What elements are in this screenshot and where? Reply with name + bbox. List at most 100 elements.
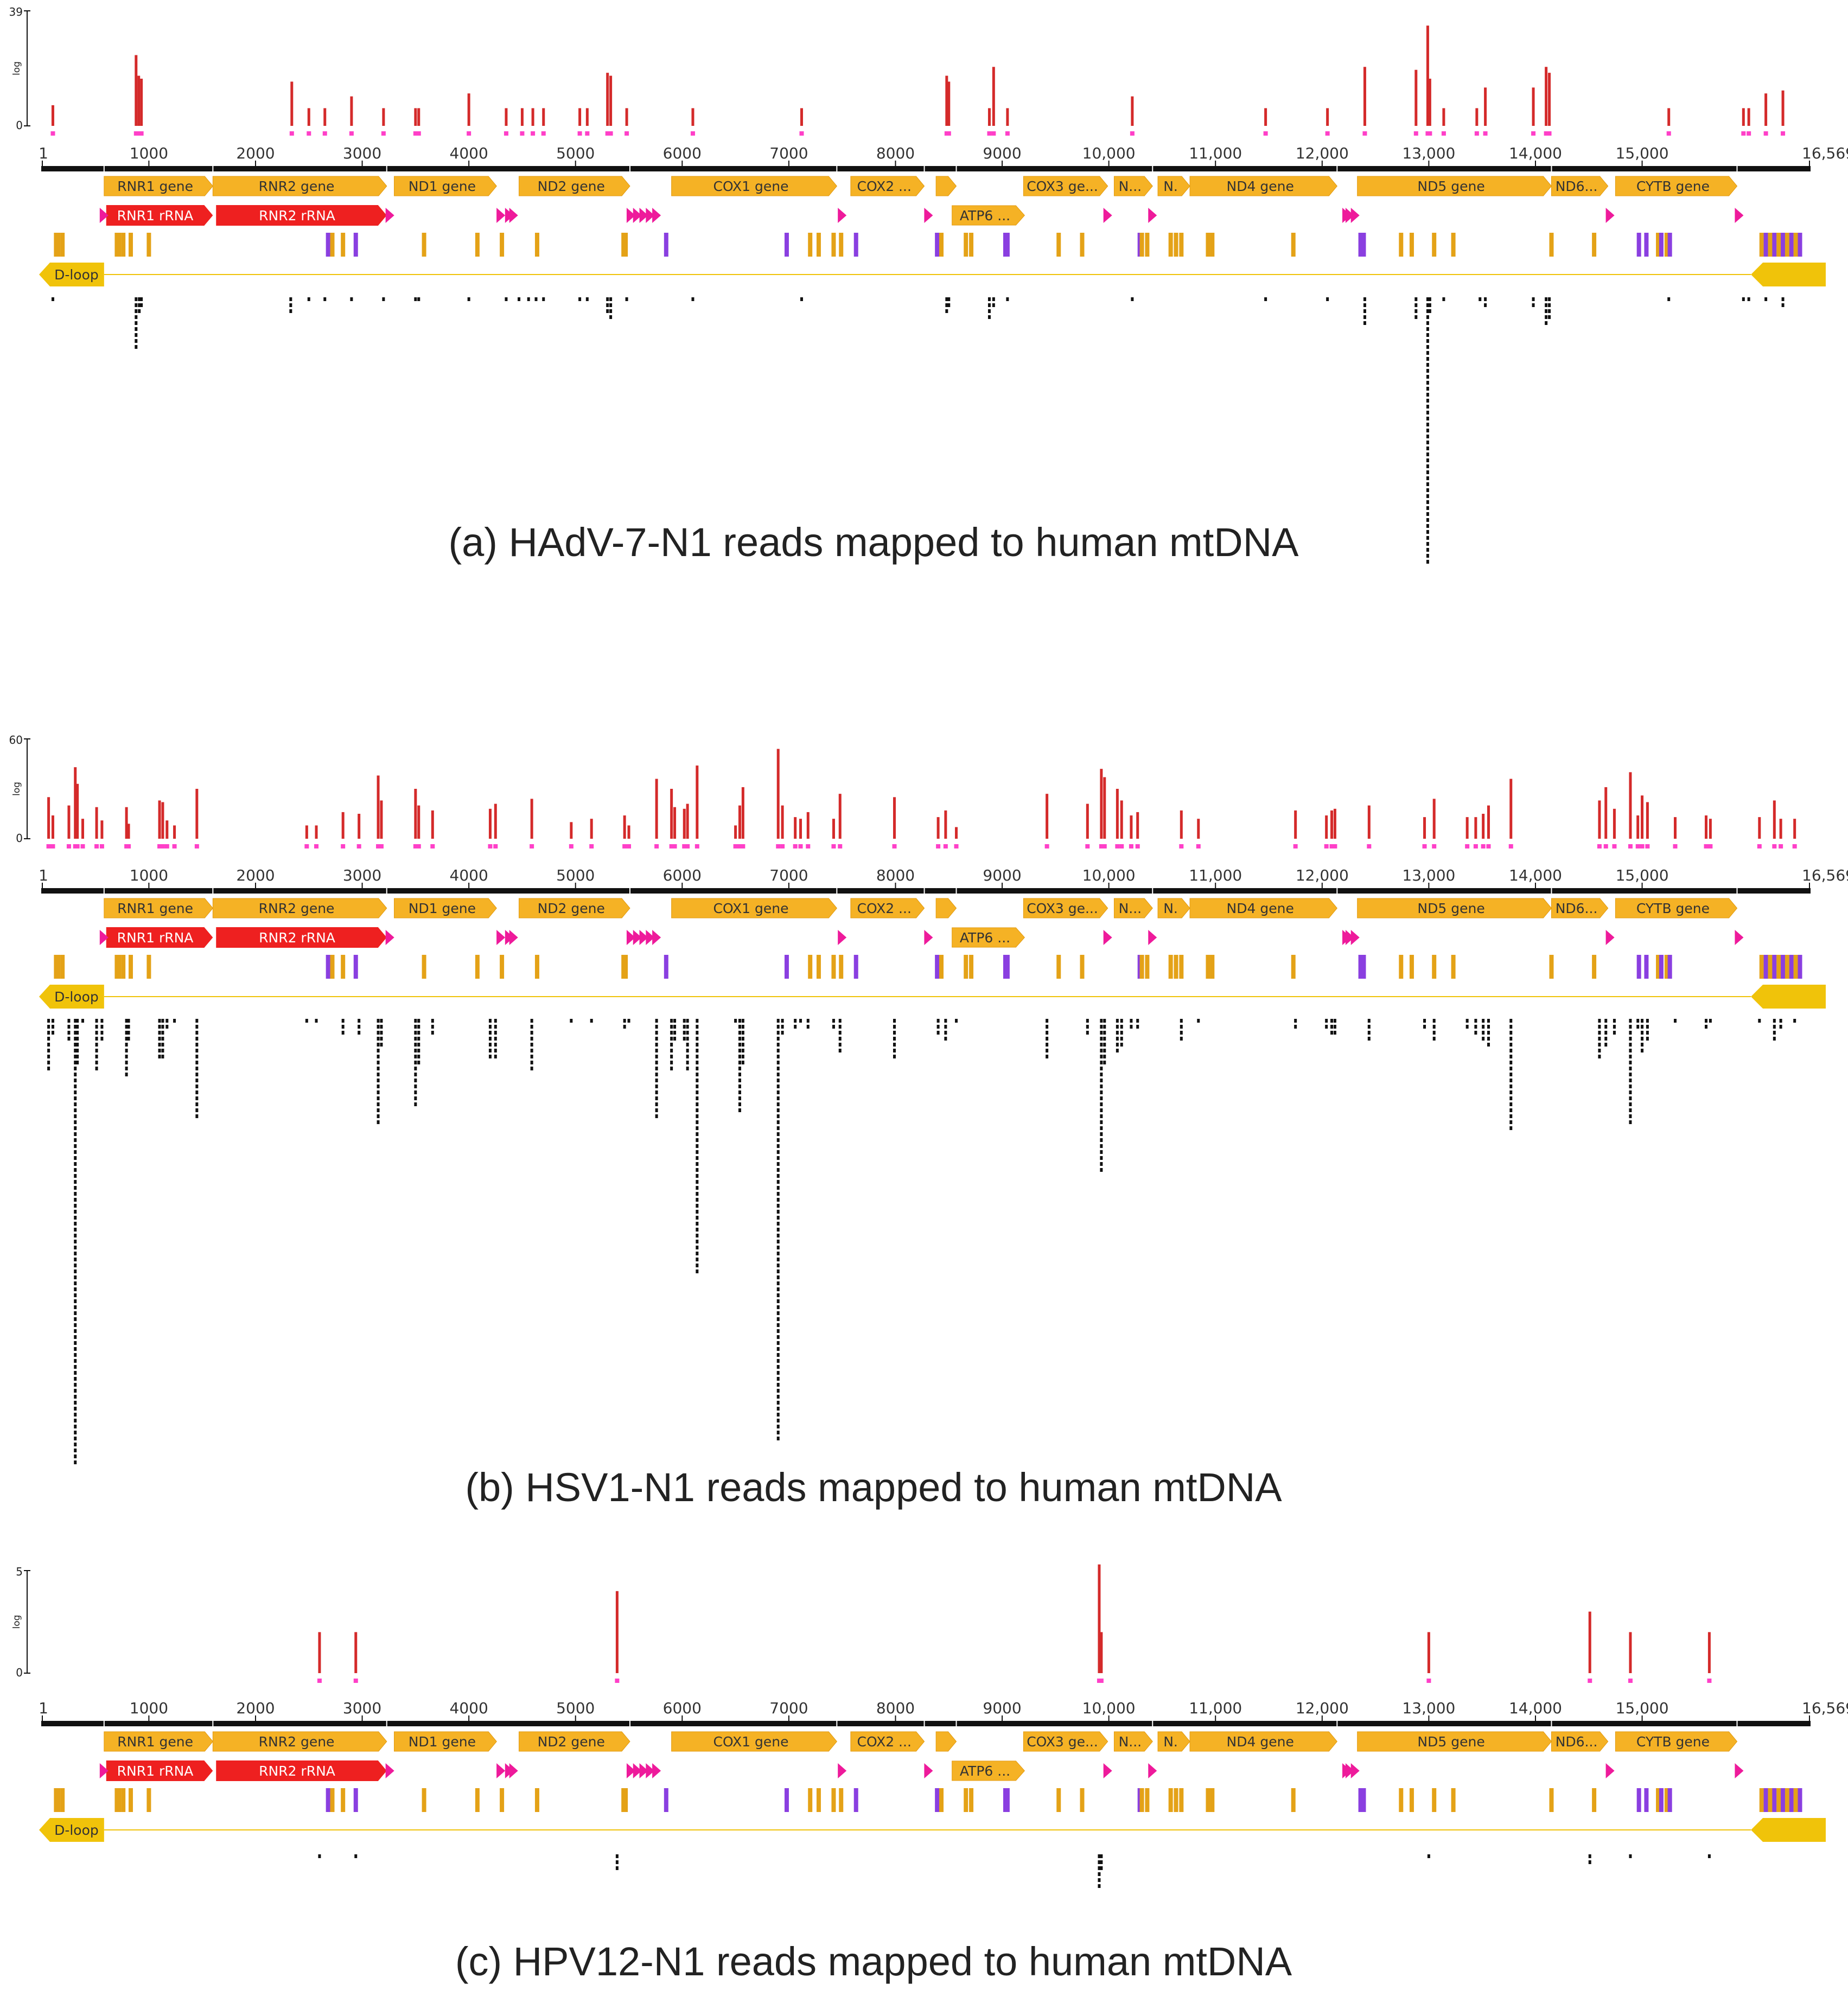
read — [81, 1019, 85, 1023]
coverage-bar — [686, 803, 689, 839]
x-tick-label: 9000 — [983, 1699, 1021, 1717]
read — [686, 1049, 689, 1052]
trna-marker — [1350, 1763, 1360, 1778]
read — [74, 1275, 77, 1279]
read — [1509, 1090, 1513, 1094]
read — [417, 1049, 420, 1052]
x-tick-label: 10,000 — [1082, 866, 1136, 884]
coverage-bar — [531, 108, 534, 126]
read — [1629, 1120, 1632, 1124]
read — [165, 1025, 169, 1029]
read — [1629, 1102, 1632, 1106]
read — [686, 1061, 689, 1064]
read — [776, 1204, 780, 1208]
rrna-feature — [106, 927, 213, 948]
read — [1641, 1049, 1644, 1052]
trna-marker — [99, 930, 109, 945]
read — [838, 1025, 842, 1029]
read — [655, 1067, 658, 1070]
read — [1629, 1037, 1632, 1041]
read — [74, 1192, 77, 1196]
gene-label: N... — [1119, 901, 1142, 916]
read — [74, 1144, 77, 1148]
gene-label: ND4 gene — [1227, 901, 1294, 916]
read — [530, 1043, 533, 1047]
read — [67, 1037, 71, 1041]
coverage-bar — [776, 749, 780, 839]
read — [776, 1228, 780, 1232]
read — [696, 1168, 699, 1172]
read — [1613, 1025, 1616, 1029]
read — [781, 1025, 784, 1029]
read — [494, 1037, 497, 1041]
coverage-position-mark — [1704, 844, 1709, 848]
read — [358, 1025, 361, 1029]
read — [670, 1037, 673, 1041]
coverage-bar — [1613, 808, 1616, 839]
read — [1103, 1055, 1106, 1058]
gene-feature — [935, 176, 957, 196]
sequence-feature — [60, 233, 65, 257]
read — [74, 1228, 77, 1232]
read — [1629, 1096, 1632, 1100]
atp6-label: ATP6 ... — [960, 208, 1010, 224]
trna-marker — [1605, 930, 1615, 945]
sequence-ruler — [41, 888, 1811, 894]
read — [1479, 297, 1482, 301]
read — [696, 1150, 699, 1154]
read — [609, 297, 613, 301]
coverage-bar — [1773, 800, 1776, 839]
coverage-bar — [585, 108, 589, 126]
sequence-feature — [330, 955, 335, 979]
sequence-feature — [1768, 233, 1773, 257]
sequence-feature — [1168, 233, 1173, 257]
read — [1465, 1025, 1469, 1029]
sequence-feature — [1005, 955, 1010, 979]
read — [494, 1019, 497, 1023]
coverage-position-mark — [1603, 844, 1608, 848]
sequence-feature — [1206, 1788, 1210, 1812]
read — [358, 1031, 361, 1035]
read — [1426, 315, 1429, 319]
coverage-bar — [1130, 815, 1133, 839]
trna-marker — [1103, 930, 1112, 945]
read — [1363, 297, 1366, 301]
coverage-position-mark — [381, 131, 386, 136]
gene-feature — [394, 176, 497, 196]
read — [686, 1025, 689, 1029]
read — [738, 1096, 741, 1100]
coverage-position-mark — [625, 131, 629, 136]
dloop-label: D-loop — [54, 1822, 99, 1838]
sequence-feature — [1776, 1788, 1781, 1812]
read — [776, 1240, 780, 1243]
read — [100, 1019, 104, 1023]
read — [1426, 458, 1429, 462]
sequence-feature — [1210, 1788, 1215, 1812]
gene-label: RNR1 gene — [117, 901, 193, 916]
coverage-bar — [1764, 93, 1768, 126]
read — [377, 1114, 380, 1118]
read — [195, 1067, 199, 1070]
coverage-bar — [1326, 108, 1329, 126]
gene-feature — [212, 1731, 387, 1752]
read — [74, 1395, 77, 1399]
coverage-bar — [1264, 108, 1267, 126]
read — [1098, 1872, 1101, 1876]
read — [414, 1055, 417, 1058]
read — [76, 1049, 79, 1052]
read — [776, 1359, 780, 1363]
sequence-feature — [1361, 955, 1366, 979]
coverage-bar — [1046, 794, 1049, 839]
read — [195, 1019, 199, 1023]
sequence-feature — [1793, 955, 1798, 979]
read — [1604, 1031, 1608, 1035]
gene-feature — [1615, 176, 1738, 196]
sequence-feature — [1549, 233, 1554, 257]
read — [1100, 1144, 1103, 1148]
read — [696, 1055, 699, 1058]
y-tick-label: 5 — [16, 1565, 23, 1578]
coverage-position-mark — [987, 131, 992, 136]
read — [74, 1162, 77, 1166]
coverage-bar — [1333, 808, 1336, 839]
x-tick-label: 14,000 — [1509, 866, 1562, 884]
